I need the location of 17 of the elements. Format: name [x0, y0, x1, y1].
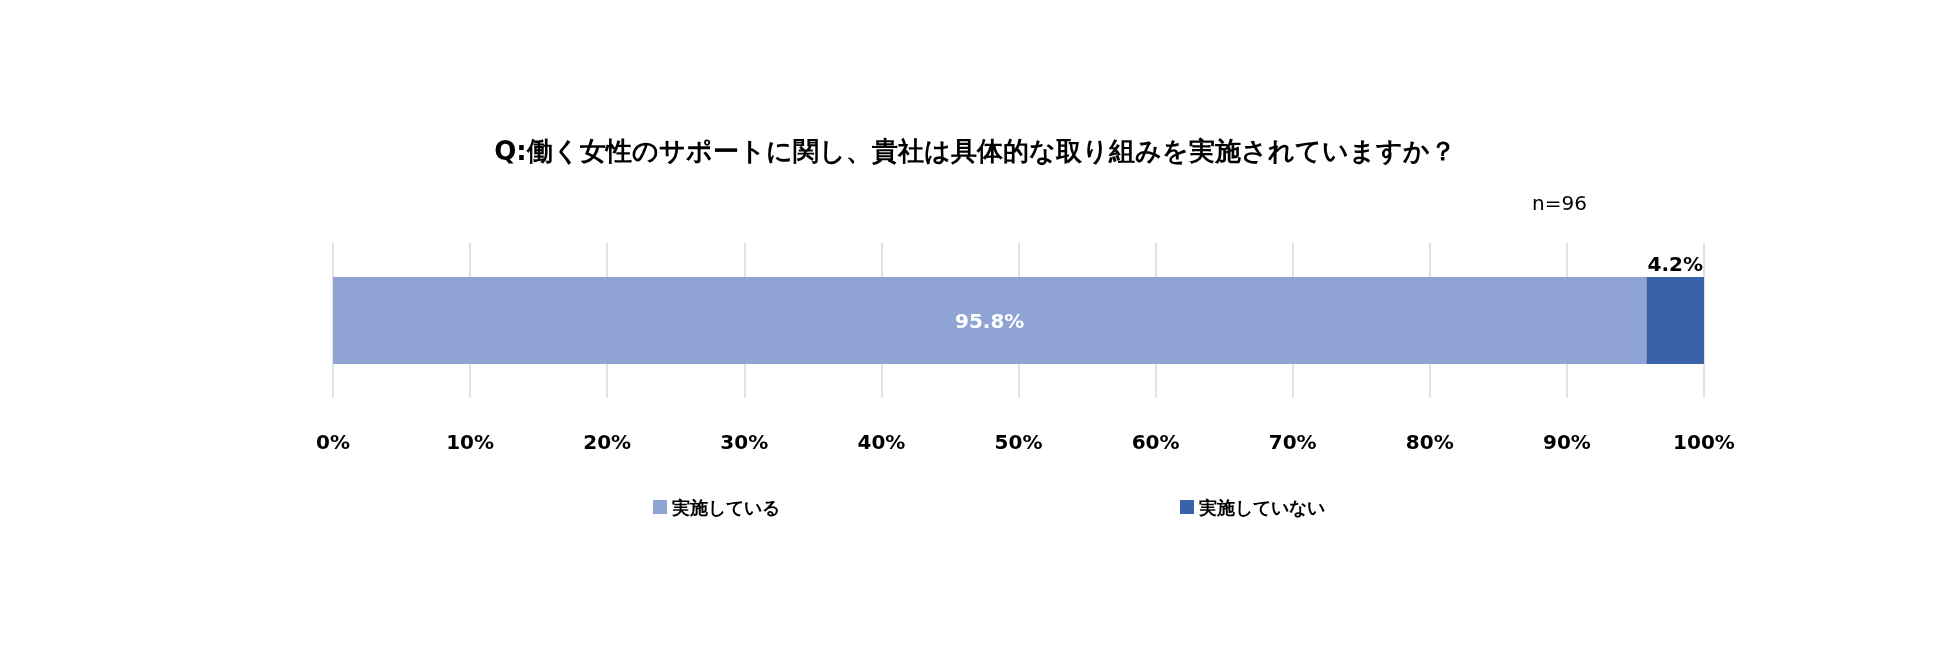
x-tick-label: 20% [583, 430, 632, 454]
x-tick-label: 10% [446, 430, 495, 454]
x-tick-label: 70% [1268, 430, 1317, 454]
x-tick-label: 60% [1131, 430, 1180, 454]
chart-title: Q:働く女性のサポートに関し、貴社は具体的な取り組みを実施されていますか？ [494, 136, 1456, 166]
data-label: 95.8% [955, 308, 1025, 333]
x-tick-label: 100% [1673, 430, 1735, 454]
text: n=96 [1532, 191, 1588, 215]
x-tick-label: 50% [994, 430, 1043, 454]
data-label: 4.2% [1647, 252, 1703, 276]
x-tick-label: 30% [720, 430, 769, 454]
x-tick-label: 90% [1542, 430, 1591, 454]
x-tick-label: 40% [857, 430, 906, 454]
legend-label: 実施している [671, 496, 780, 518]
legend-label: 実施していない [1198, 496, 1325, 518]
x-tick-label: 0% [316, 430, 350, 454]
x-tick-label: 80% [1405, 430, 1454, 454]
